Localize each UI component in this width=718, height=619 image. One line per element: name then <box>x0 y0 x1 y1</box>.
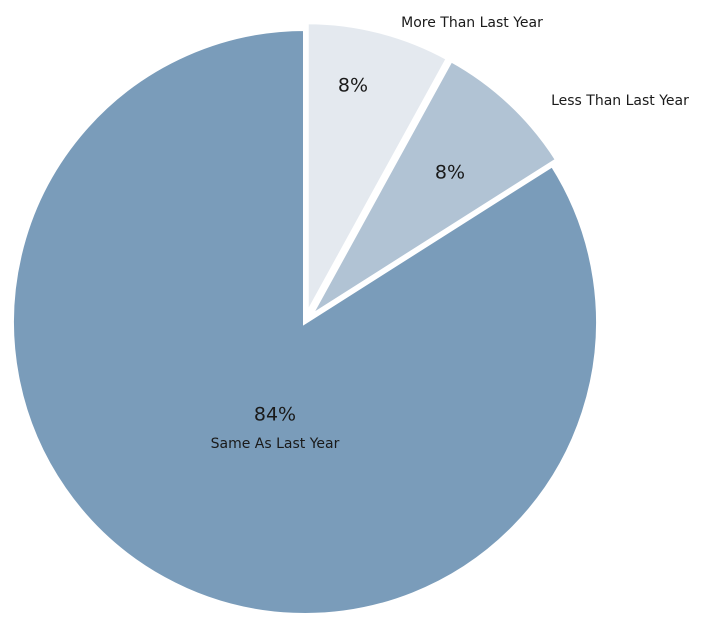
pie-slice-same-as-last-year <box>10 26 600 617</box>
data-label-less-than-last-year: 8% <box>435 162 465 184</box>
slices-layer <box>10 20 600 617</box>
category-label-less-than-last-year: Less Than Last Year <box>551 93 689 109</box>
labels-layer: 8% More Than Last Year 8% Less Than Last Ye… <box>211 15 690 452</box>
data-label-same-as-last-year: 84% <box>254 404 296 426</box>
pie-slice-less-than-last-year <box>308 57 560 319</box>
data-label-more-than-last-year: 8% <box>338 75 368 97</box>
category-label-same-as-last-year: Same As Last Year <box>211 436 340 452</box>
pie-slice-more-than-last-year <box>304 20 451 317</box>
category-label-more-than-last-year: More Than Last Year <box>401 15 543 31</box>
